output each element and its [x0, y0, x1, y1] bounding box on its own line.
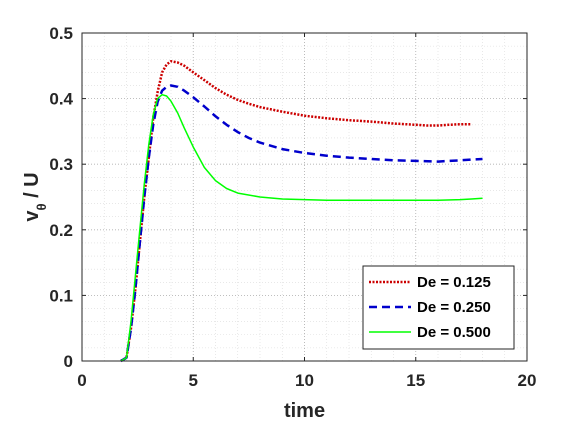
series-line-1 — [120, 59, 472, 363]
legend-label-2: De = 0.250 — [417, 299, 491, 316]
x-tick-label: 0 — [77, 371, 86, 390]
y-tick-label: 0.2 — [49, 221, 73, 240]
series-lines — [120, 59, 483, 363]
x-axis-title: time — [284, 400, 325, 422]
x-tick-label: 10 — [295, 371, 314, 390]
tick-labels: 0 5 10 15 20 0 0.1 0.2 0.3 0.4 0.5 — [49, 24, 536, 390]
y-axis-title-main: v — [21, 210, 43, 222]
y-axis-title-subscript: θ — [34, 203, 49, 210]
x-tick-label: 15 — [406, 371, 425, 390]
y-tick-label: 0 — [64, 352, 73, 371]
y-tick-label: 0.5 — [49, 24, 73, 43]
y-axis-title-rest: / U — [21, 172, 43, 203]
y-axis-title: vθ / U — [21, 172, 49, 221]
series-line-3 — [120, 93, 483, 362]
series-line-2 — [120, 84, 483, 363]
legend-label-1: De = 0.125 — [417, 274, 491, 291]
x-tick-label: 5 — [189, 371, 198, 390]
y-tick-label: 0.1 — [49, 286, 73, 305]
legend-label-3: De = 0.500 — [417, 324, 491, 341]
y-tick-label: 0.3 — [49, 155, 73, 174]
legend: De = 0.125 De = 0.250 De = 0.500 — [362, 265, 515, 350]
x-tick-label: 20 — [518, 371, 537, 390]
y-tick-label: 0.4 — [49, 90, 73, 109]
